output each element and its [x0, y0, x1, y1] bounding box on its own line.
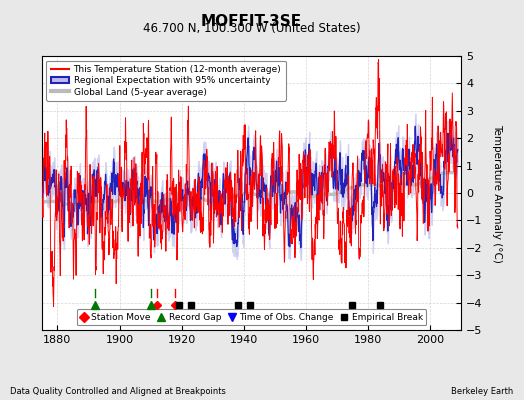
- Text: 46.700 N, 100.300 W (United States): 46.700 N, 100.300 W (United States): [143, 22, 361, 35]
- Text: Data Quality Controlled and Aligned at Breakpoints: Data Quality Controlled and Aligned at B…: [10, 387, 226, 396]
- Text: Berkeley Earth: Berkeley Earth: [451, 387, 514, 396]
- Legend: Station Move, Record Gap, Time of Obs. Change, Empirical Break: Station Move, Record Gap, Time of Obs. C…: [77, 309, 427, 326]
- Y-axis label: Temperature Anomaly (°C): Temperature Anomaly (°C): [492, 124, 502, 262]
- Text: MOFFIT-3SE: MOFFIT-3SE: [201, 14, 302, 29]
